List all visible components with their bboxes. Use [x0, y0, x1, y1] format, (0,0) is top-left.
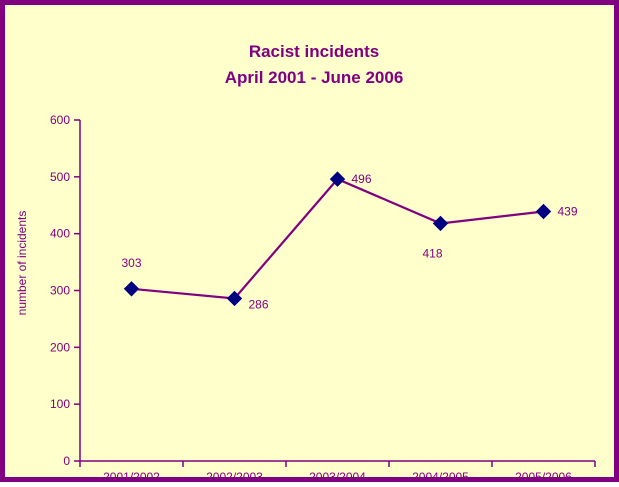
y-tick-label: 400 [50, 227, 70, 241]
x-tick-label: 2005/2006 [515, 470, 572, 484]
data-point-marker [123, 281, 140, 297]
data-point-marker [432, 215, 449, 232]
y-tick-label: 0 [63, 454, 70, 468]
x-tick-label: 2001/2002 [103, 470, 160, 484]
x-tick-label: 2004/2005 [412, 470, 469, 484]
x-tick-label: 2003/2004 [309, 470, 366, 484]
y-tick-label: 300 [50, 284, 70, 298]
data-point-marker [535, 203, 552, 220]
chart-title: Racist incidents [249, 42, 379, 61]
data-label: 496 [352, 172, 372, 186]
data-point-marker [329, 171, 346, 187]
data-label: 303 [121, 256, 141, 270]
x-tick-label: 2002/2003 [206, 470, 263, 484]
line-chart: Racist incidents April 2001 - June 2006 … [15, 42, 596, 484]
axis-ticks: 0 100 200 300 400 500 600 2001/2002 2002/2003 200… [50, 113, 596, 484]
data-label: 439 [558, 205, 578, 219]
data-labels: 303 286 496 418 439 [121, 172, 577, 311]
data-series [123, 171, 552, 307]
y-tick-label: 500 [50, 170, 70, 184]
data-label: 418 [422, 246, 442, 260]
y-tick-label: 200 [50, 340, 70, 354]
data-point-marker [226, 290, 243, 307]
y-tick-label: 100 [50, 397, 70, 411]
chart-subtitle: April 2001 - June 2006 [225, 68, 404, 87]
series-line [131, 177, 544, 300]
y-axis-title: number of incidents [15, 211, 29, 316]
y-tick-label: 600 [50, 113, 70, 127]
data-label: 286 [249, 297, 269, 311]
